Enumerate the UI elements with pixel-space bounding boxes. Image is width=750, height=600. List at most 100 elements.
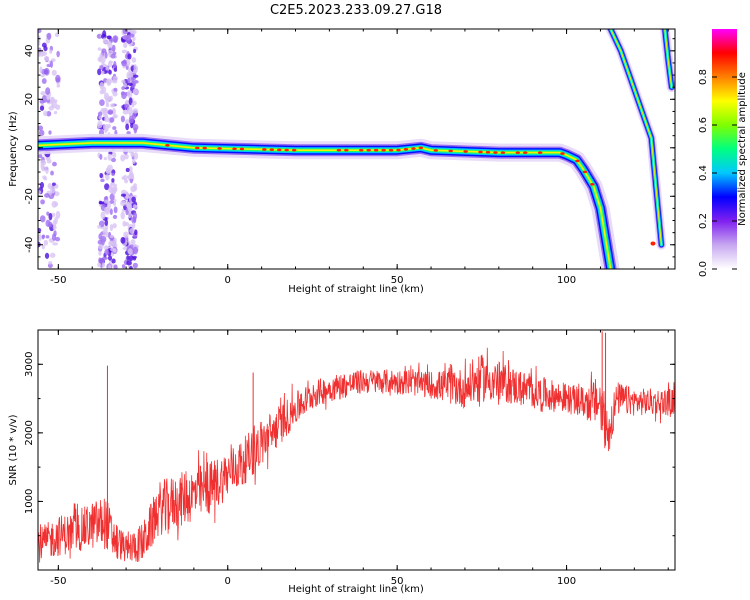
- noise-speck: [53, 191, 60, 197]
- noise-speck: [131, 159, 136, 164]
- noise-speck: [128, 97, 133, 106]
- noise-speck: [132, 246, 139, 255]
- snr-x-ticks: -50 0 50 100: [50, 330, 669, 587]
- noise-speck: [38, 234, 42, 242]
- noise-speck: [105, 79, 110, 84]
- noise-speck: [126, 71, 130, 79]
- noise-speck: [120, 200, 126, 207]
- noise-speck: [112, 214, 118, 219]
- noise-speck: [126, 260, 132, 266]
- noise-speck: [105, 97, 109, 105]
- noise-speck: [122, 59, 127, 65]
- noise-speck: [123, 174, 128, 181]
- noise-speck: [43, 55, 50, 62]
- snr-frame: [37, 329, 676, 571]
- noise-speck: [104, 115, 109, 123]
- x-tick-label: 0: [225, 275, 231, 286]
- noise-speck: [109, 234, 114, 239]
- x-tick-label: -50: [50, 275, 66, 286]
- noise-speck: [49, 60, 54, 68]
- noise-speck: [124, 153, 129, 160]
- y-tick-label: 0: [24, 145, 35, 151]
- noise-speck: [51, 212, 56, 217]
- noise-speck: [125, 191, 129, 198]
- noise-speck: [102, 30, 107, 38]
- noise-speck: [132, 216, 137, 223]
- noise-speck: [120, 154, 126, 162]
- noise-speck: [40, 199, 45, 205]
- y-tick-label: 1000: [24, 489, 35, 514]
- peak-mark: [277, 148, 282, 152]
- noise-speck: [39, 181, 45, 189]
- noise-speck: [129, 172, 134, 179]
- noise-speck: [46, 110, 52, 117]
- spectral-track: [38, 133, 620, 269]
- noise-speck: [50, 104, 54, 108]
- noise-speck: [112, 223, 117, 229]
- noise-speck: [38, 190, 42, 195]
- peak-mark: [359, 148, 364, 152]
- noise-speck: [99, 81, 105, 90]
- noise-speck: [46, 94, 51, 101]
- spectrogram-plot-area: [38, 29, 675, 269]
- noise-speck: [132, 185, 138, 191]
- peak-mark: [500, 151, 506, 154]
- noise-speck: [105, 169, 112, 175]
- noise-speck: [38, 129, 45, 137]
- noise-speck: [109, 200, 115, 204]
- noise-speck: [45, 235, 50, 239]
- noise-speck: [121, 86, 126, 90]
- noise-speck: [105, 40, 112, 46]
- noise-speck: [102, 55, 106, 64]
- noise-speck: [132, 256, 137, 261]
- colorbar: 0.0 0.2 0.4 0.6 0.8 Normalized spectral ampl…: [698, 29, 748, 277]
- noise-speck: [109, 208, 113, 215]
- noise-speck: [124, 103, 130, 109]
- spectrogram-frame: [37, 28, 676, 270]
- noise-speck: [127, 248, 133, 255]
- track-peaks: [165, 143, 656, 246]
- noise-speck: [134, 229, 138, 236]
- noise-speck: [47, 263, 53, 269]
- noise-speck: [51, 200, 58, 208]
- peak-mark: [575, 159, 580, 163]
- peak-mark: [523, 151, 528, 154]
- noise-speck: [47, 183, 52, 190]
- noise-speck: [113, 249, 117, 253]
- x-tick-label: 50: [391, 576, 404, 587]
- noise-speck: [109, 182, 113, 191]
- peak-mark: [239, 147, 245, 151]
- noise-speck: [120, 236, 126, 244]
- y-tick-label: 3000: [24, 352, 35, 377]
- noise-speck: [45, 87, 51, 95]
- noise-speck: [38, 29, 42, 34]
- noise-speck: [104, 219, 109, 227]
- colorbar-tick-label: 0.0: [698, 261, 709, 277]
- y-tick-label: 20: [24, 93, 35, 106]
- peak-mark: [232, 147, 237, 151]
- noise-speck: [99, 99, 105, 107]
- noise-speck: [107, 264, 112, 269]
- colorbar-tick-label: 0.2: [698, 213, 709, 229]
- noise-speck: [132, 108, 139, 114]
- noise-speck: [111, 178, 115, 183]
- noise-speck: [130, 80, 136, 88]
- noise-speck: [113, 206, 118, 214]
- noise-speck: [133, 127, 137, 134]
- noise-speck: [121, 264, 126, 269]
- snr-plot-area: [38, 331, 675, 563]
- peak-mark: [403, 148, 409, 151]
- noise-speck: [98, 115, 103, 120]
- noise-speck: [127, 204, 133, 213]
- noise-speck: [127, 77, 131, 84]
- track-layer: [664, 29, 673, 88]
- peak-mark: [336, 148, 342, 152]
- noise-speck: [132, 204, 138, 209]
- noise-speck: [121, 49, 128, 54]
- noise-speck: [103, 156, 107, 161]
- peak-mark: [396, 148, 401, 152]
- noise-speck: [125, 119, 130, 126]
- noise-speck: [38, 153, 43, 159]
- noise-speck: [53, 110, 58, 115]
- noise-speck: [39, 215, 46, 223]
